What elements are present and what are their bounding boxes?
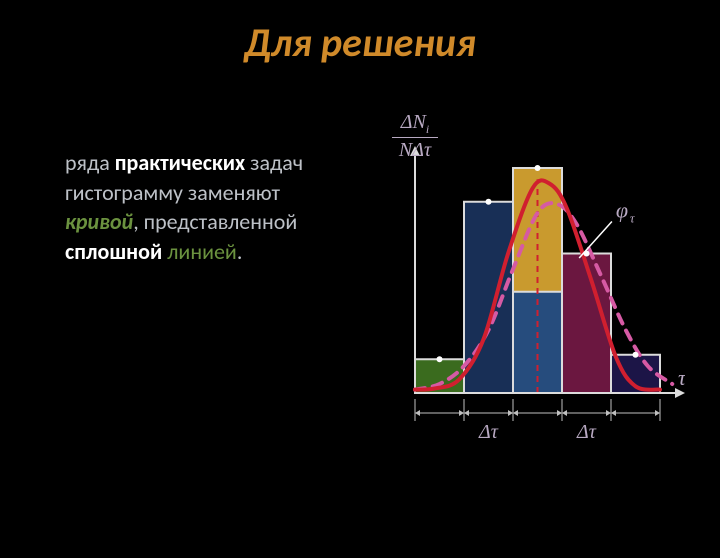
midpoint-dot (437, 356, 443, 362)
title-text: Для решения (244, 18, 476, 67)
midpoint-dot (486, 199, 492, 205)
slide-title: Для решения (0, 18, 720, 67)
delta-tau-label: Δτ (478, 421, 499, 443)
histogram-chart: ΔNi NΔτ ΔτΔττφτ (370, 118, 685, 448)
tau-label: τ (678, 365, 685, 390)
midpoint-dot (633, 352, 639, 358)
phi-sub: τ (630, 211, 636, 226)
delta-tau-label: Δτ (576, 421, 597, 443)
body-paragraph: ряда практических задач гистограмму заме… (65, 148, 325, 267)
y-axis-label: ΔNi NΔτ (392, 112, 438, 160)
chart-svg: ΔτΔττφτ (370, 118, 685, 448)
phi-label: φ (616, 198, 628, 223)
midpoint-dot (535, 165, 541, 171)
